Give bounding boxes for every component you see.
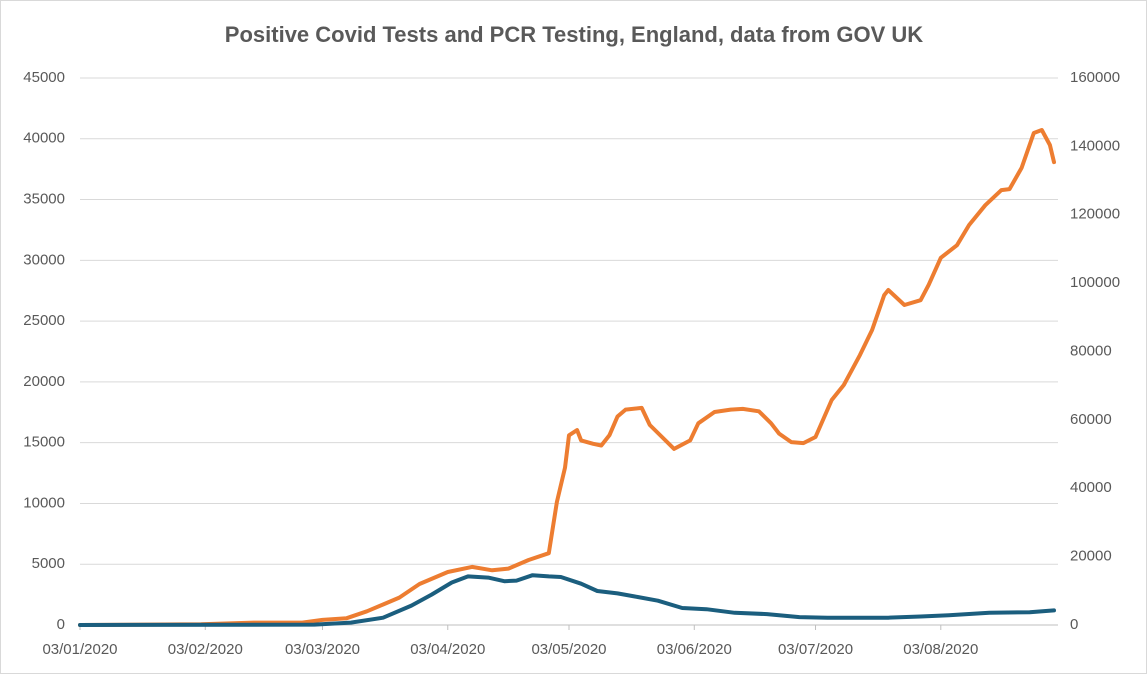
y2-tick-label: 140000 <box>1070 137 1120 154</box>
y-tick-label: 20000 <box>23 373 65 390</box>
x-tick-label: 03/01/2020 <box>42 641 117 658</box>
y2-tick-label: 60000 <box>1070 411 1112 428</box>
y-tick-label: 30000 <box>23 251 65 268</box>
series-line <box>78 128 1056 627</box>
y-tick-label: 45000 <box>23 69 65 86</box>
x-tick-label: 03/08/2020 <box>903 641 978 658</box>
y-tick-label: 25000 <box>23 312 65 329</box>
series-line <box>78 573 1056 627</box>
y2-tick-label: 80000 <box>1070 342 1112 359</box>
y-tick-label: 0 <box>57 616 65 633</box>
x-tick-label: 03/03/2020 <box>285 641 360 658</box>
y2-tick-label: 120000 <box>1070 206 1120 223</box>
y-tick-label: 15000 <box>23 434 65 451</box>
x-tick-label: 03/06/2020 <box>657 641 732 658</box>
chart-title: Positive Covid Tests and PCR Testing, En… <box>225 22 924 47</box>
y2-tick-label: 40000 <box>1070 479 1112 496</box>
y-tick-label: 10000 <box>23 494 65 511</box>
x-tick-label: 03/04/2020 <box>410 641 485 658</box>
y-tick-label: 5000 <box>32 555 65 572</box>
x-tick-label: 03/05/2020 <box>531 641 606 658</box>
y-tick-label: 35000 <box>23 191 65 208</box>
x-tick-label: 03/02/2020 <box>168 641 243 658</box>
y2-tick-label: 160000 <box>1070 69 1120 86</box>
y2-tick-label: 20000 <box>1070 548 1112 565</box>
y2-tick-label: 0 <box>1070 616 1078 633</box>
y-tick-label: 40000 <box>23 130 65 147</box>
x-tick-label: 03/07/2020 <box>778 641 853 658</box>
y2-tick-label: 100000 <box>1070 274 1120 291</box>
